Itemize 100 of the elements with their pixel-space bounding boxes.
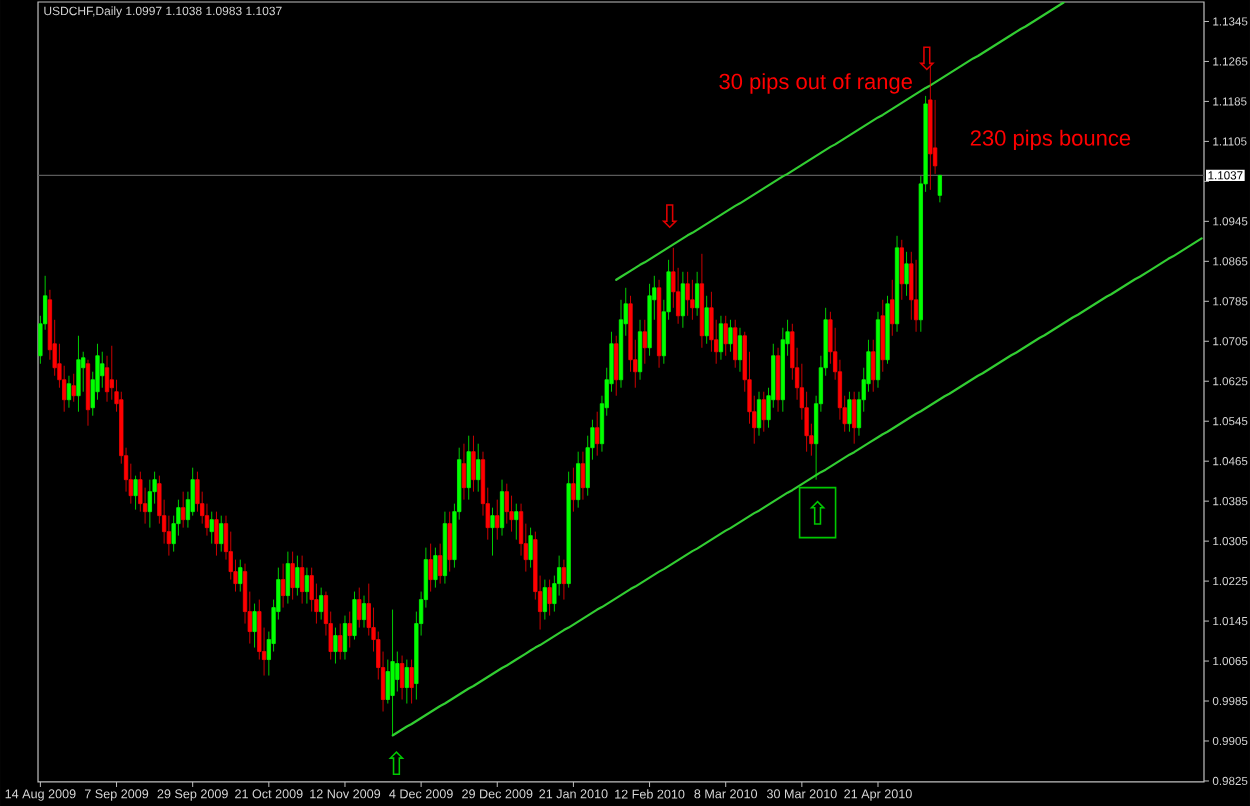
candlestick	[499, 479, 505, 537]
candlestick	[890, 279, 895, 337]
candlestick	[438, 543, 443, 584]
candlestick	[100, 351, 105, 389]
candlestick	[571, 467, 576, 513]
candlestick	[642, 319, 647, 365]
annotation: ⇩	[661, 204, 678, 229]
candlestick	[542, 579, 547, 620]
candlestick	[628, 295, 633, 373]
annotation: ⇩	[918, 46, 935, 71]
candlestick	[447, 511, 452, 572]
candlestick	[142, 487, 148, 525]
candlestick	[561, 559, 567, 600]
candlestick	[357, 587, 362, 628]
candlestick	[804, 391, 809, 453]
candlestick	[847, 391, 852, 433]
candlestick	[728, 319, 733, 353]
candlestick	[238, 559, 243, 592]
candlestick	[871, 339, 876, 393]
candlestick	[775, 347, 781, 413]
candlestick	[733, 319, 738, 369]
candlestick	[614, 335, 619, 397]
candlestick	[138, 471, 143, 513]
candlestick	[47, 289, 53, 361]
candlestick	[466, 435, 471, 501]
candlestick	[95, 343, 100, 401]
candlestick	[285, 551, 290, 604]
candlestick	[680, 271, 685, 329]
candlestick	[404, 659, 409, 704]
candlestick	[133, 475, 138, 511]
candlestick	[866, 339, 871, 393]
candlestick	[709, 291, 714, 353]
candlestick	[147, 479, 152, 529]
candlestick	[152, 471, 157, 505]
candlestick	[219, 515, 224, 553]
candlestick	[647, 283, 652, 357]
candlestick	[209, 511, 214, 545]
candlestick	[704, 295, 709, 345]
candlestick	[471, 435, 476, 493]
candlestick	[228, 531, 233, 580]
candlestick	[557, 555, 562, 596]
candlestick	[509, 495, 514, 533]
candlestick	[552, 575, 557, 612]
candlestick	[690, 279, 695, 321]
candlestick	[461, 443, 467, 501]
candlestick	[656, 279, 662, 369]
candlestick	[699, 253, 705, 349]
candlestick	[257, 599, 262, 660]
candlestick	[514, 503, 519, 541]
candlestick	[585, 435, 590, 497]
candlestick	[347, 611, 352, 648]
candlestick	[66, 375, 72, 409]
candlestick	[176, 499, 181, 537]
candlestick	[476, 443, 481, 493]
candlestick	[280, 563, 286, 608]
annotation: 230 pips bounce	[970, 129, 1131, 151]
candlestick	[904, 251, 909, 297]
candlestick	[595, 411, 600, 457]
candlestick	[128, 463, 133, 505]
candlestick	[695, 271, 700, 317]
candlestick	[718, 315, 724, 361]
candlestick	[580, 451, 586, 501]
candlestick	[790, 323, 795, 381]
candlestick	[71, 373, 76, 403]
candlestick	[433, 547, 438, 588]
annotation: 30 pips out of range	[719, 73, 912, 94]
candlestick	[366, 583, 371, 636]
candlestick	[671, 247, 676, 309]
candlestick	[637, 319, 643, 381]
candlestick	[204, 503, 210, 537]
candlestick	[547, 579, 552, 616]
candlestick	[85, 359, 91, 427]
candlestick	[309, 567, 314, 612]
candlestick	[333, 627, 338, 664]
candlestick	[875, 311, 881, 389]
candlestick	[181, 491, 186, 529]
candlestick	[885, 295, 890, 365]
candlestick	[504, 483, 509, 525]
candlestick	[761, 391, 766, 433]
candlestick	[195, 471, 200, 513]
candlestick	[566, 471, 571, 588]
annotation: ⇧	[388, 750, 405, 776]
candlestick	[899, 239, 904, 301]
candlestick	[852, 391, 857, 445]
candlestick	[780, 327, 785, 413]
candlestick	[171, 515, 176, 553]
candlestick	[837, 359, 843, 421]
candlestick	[723, 315, 728, 357]
candlestick	[518, 503, 524, 557]
candlestick	[352, 591, 357, 640]
candlestick	[304, 567, 310, 604]
candlestick	[314, 583, 319, 624]
candlestick	[880, 299, 885, 373]
candlestick	[166, 515, 171, 557]
candlestick	[528, 527, 533, 569]
candlestick	[495, 499, 500, 541]
candlestick	[685, 271, 690, 317]
candlestick	[62, 365, 67, 413]
candlestick	[913, 259, 919, 333]
annotation: ⇧	[809, 500, 826, 525]
